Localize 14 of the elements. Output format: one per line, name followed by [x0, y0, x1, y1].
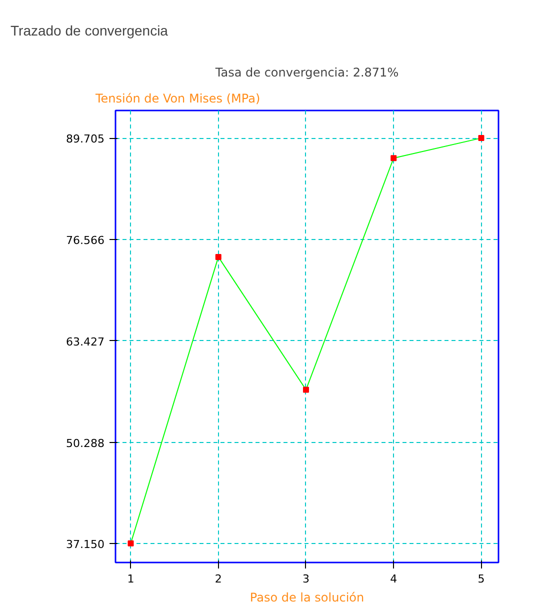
- x-tick-label: 4: [390, 572, 398, 586]
- x-tick-label: 3: [302, 572, 310, 586]
- x-tick-label: 1: [127, 572, 134, 586]
- y-tick-label: 50.288: [66, 436, 105, 450]
- x-axis-title: Paso de la solución: [250, 590, 364, 604]
- y-axis-title: Tensión de Von Mises (MPa): [94, 92, 260, 106]
- x-tick-label: 5: [478, 572, 485, 586]
- y-tick-label: 37.150: [66, 538, 105, 552]
- y-tick-label: 76.566: [66, 234, 105, 247]
- y-tick-label: 63.427: [66, 335, 105, 348]
- y-tick-label: 89.705: [66, 132, 105, 146]
- x-tick-label: 2: [214, 572, 222, 586]
- text: Trazado de convergencia: [10, 22, 168, 38]
- chart-title: Tasa de convergencia: 2.871%: [214, 66, 399, 80]
